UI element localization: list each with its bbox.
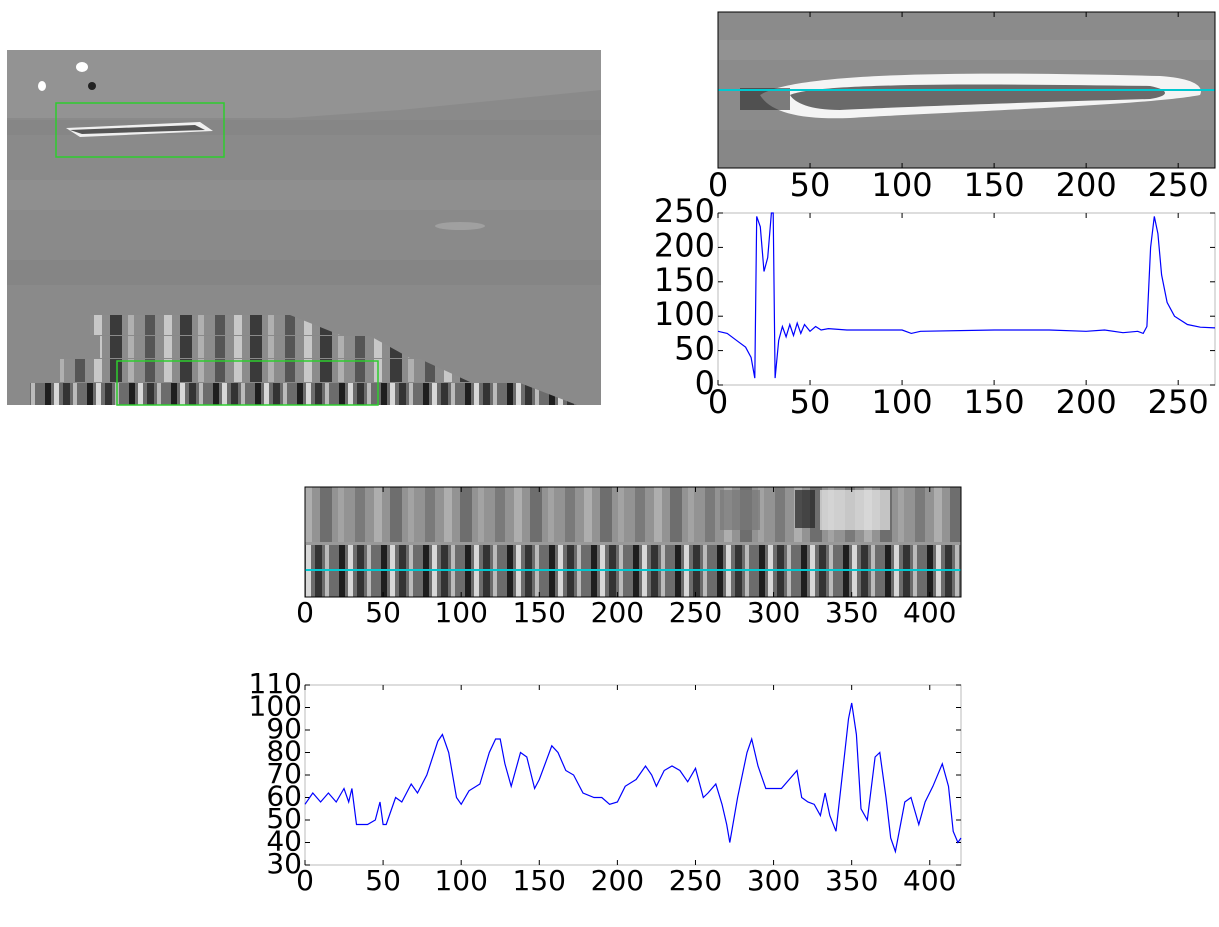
x-tick-label: 150 bbox=[964, 166, 1025, 204]
y-tick-label: 200 bbox=[654, 226, 715, 264]
x-tick-label: 200 bbox=[591, 596, 644, 629]
crop-image bbox=[718, 12, 1215, 168]
line-series bbox=[717, 212, 1216, 379]
plot-frame bbox=[717, 212, 1216, 386]
x-tick-label: 350 bbox=[825, 596, 878, 629]
x-tick-label: 50 bbox=[365, 864, 401, 897]
y-tick-label: 100 bbox=[249, 690, 302, 723]
y-tick-label: 30 bbox=[266, 847, 302, 880]
line-series bbox=[304, 702, 962, 854]
x-tick-label: 250 bbox=[1148, 166, 1209, 204]
x-tick-label: 150 bbox=[964, 383, 1025, 421]
y-tick-label: 50 bbox=[266, 802, 302, 835]
x-tick-label: 200 bbox=[591, 864, 644, 897]
x-tick-label: 150 bbox=[513, 864, 566, 897]
x-tick-label: 0 bbox=[296, 864, 314, 897]
x-tick-label: 0 bbox=[708, 383, 728, 421]
plot-frame bbox=[304, 486, 962, 598]
y-tick-label: 40 bbox=[266, 825, 302, 858]
strip-image bbox=[305, 487, 961, 597]
x-tick-label: 400 bbox=[903, 864, 956, 897]
x-tick-label: 300 bbox=[747, 864, 800, 897]
y-tick-label: 150 bbox=[654, 261, 715, 299]
x-tick-label: 100 bbox=[434, 864, 487, 897]
y-tick-label: 80 bbox=[266, 735, 302, 768]
plot-frame bbox=[304, 684, 962, 866]
x-tick-label: 150 bbox=[513, 596, 566, 629]
x-tick-label: 50 bbox=[790, 383, 831, 421]
x-tick-label: 0 bbox=[296, 596, 314, 629]
y-tick-label: 90 bbox=[266, 712, 302, 745]
x-tick-label: 200 bbox=[1056, 166, 1117, 204]
x-tick-label: 400 bbox=[903, 596, 956, 629]
x-tick-label: 300 bbox=[747, 596, 800, 629]
y-tick-label: 0 bbox=[695, 364, 715, 402]
x-tick-label: 100 bbox=[872, 166, 933, 204]
x-tick-label: 200 bbox=[1056, 383, 1117, 421]
x-tick-label: 100 bbox=[872, 383, 933, 421]
x-tick-label: 50 bbox=[790, 166, 831, 204]
y-tick-label: 110 bbox=[249, 667, 302, 700]
x-tick-label: 250 bbox=[669, 864, 722, 897]
x-tick-label: 0 bbox=[708, 166, 728, 204]
y-tick-label: 60 bbox=[266, 780, 302, 813]
x-tick-label: 50 bbox=[365, 596, 401, 629]
y-tick-label: 70 bbox=[266, 757, 302, 790]
y-tick-label: 100 bbox=[654, 295, 715, 333]
overview-image bbox=[7, 50, 601, 406]
y-tick-label: 50 bbox=[674, 330, 715, 368]
plot-frame bbox=[717, 11, 1216, 169]
x-tick-label: 100 bbox=[434, 596, 487, 629]
x-tick-label: 350 bbox=[825, 864, 878, 897]
x-tick-label: 250 bbox=[1148, 383, 1209, 421]
x-tick-label: 250 bbox=[669, 596, 722, 629]
y-tick-label: 250 bbox=[654, 192, 715, 230]
